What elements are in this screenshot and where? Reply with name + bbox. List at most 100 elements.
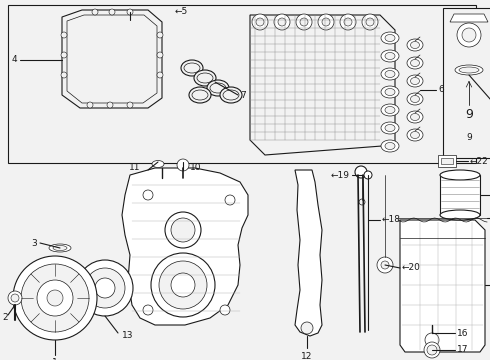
Ellipse shape [459,67,479,73]
Text: 7: 7 [240,90,246,99]
Circle shape [157,72,163,78]
Text: 1: 1 [52,358,58,360]
Text: ←22: ←22 [470,157,489,166]
Polygon shape [67,15,157,103]
Ellipse shape [385,53,395,59]
Ellipse shape [407,75,423,87]
Text: 17: 17 [457,346,468,355]
Ellipse shape [407,93,423,105]
Ellipse shape [192,90,208,100]
Ellipse shape [184,63,200,73]
Text: ←19: ←19 [331,171,350,180]
Circle shape [359,199,365,205]
Circle shape [256,18,264,26]
Circle shape [225,195,235,205]
Polygon shape [400,220,485,352]
Circle shape [462,28,476,42]
Text: ←18: ←18 [382,216,401,225]
Circle shape [318,14,334,30]
Circle shape [340,14,356,30]
Ellipse shape [223,90,239,100]
Circle shape [13,256,97,340]
Ellipse shape [440,210,480,220]
Ellipse shape [411,131,419,139]
Ellipse shape [210,83,226,93]
Circle shape [159,261,207,309]
Circle shape [61,72,67,78]
Circle shape [296,14,312,30]
Circle shape [61,52,67,58]
Text: 12: 12 [301,352,313,360]
Circle shape [366,18,374,26]
Ellipse shape [152,161,164,167]
Polygon shape [62,10,162,108]
Circle shape [143,305,153,315]
Ellipse shape [407,111,423,123]
Polygon shape [450,14,488,22]
Ellipse shape [220,87,242,103]
Circle shape [274,14,290,30]
Text: 11: 11 [128,162,140,171]
Circle shape [151,253,215,317]
Ellipse shape [49,244,71,252]
Ellipse shape [381,86,399,98]
Text: 6: 6 [438,85,444,94]
Circle shape [127,9,133,15]
Ellipse shape [407,39,423,51]
Circle shape [37,280,73,316]
Ellipse shape [385,125,395,131]
Circle shape [157,32,163,38]
Ellipse shape [381,104,399,116]
Circle shape [95,278,115,298]
Polygon shape [250,15,395,155]
Ellipse shape [385,89,395,95]
Circle shape [61,32,67,38]
Ellipse shape [381,140,399,152]
Circle shape [85,268,125,308]
Circle shape [457,23,481,47]
Ellipse shape [207,80,229,96]
Ellipse shape [381,122,399,134]
Circle shape [300,18,308,26]
Text: 16: 16 [457,328,468,338]
Ellipse shape [385,107,395,113]
Polygon shape [122,168,248,325]
Ellipse shape [381,68,399,80]
Circle shape [21,264,89,332]
Ellipse shape [197,73,213,83]
Circle shape [355,166,367,178]
Circle shape [364,171,372,179]
Circle shape [165,212,201,248]
Text: 10: 10 [190,162,201,171]
Ellipse shape [411,77,419,85]
Text: ←5: ←5 [175,8,188,17]
Ellipse shape [411,113,419,121]
Bar [438,155,456,167]
Ellipse shape [381,32,399,44]
Ellipse shape [181,60,203,76]
Ellipse shape [189,87,211,103]
Circle shape [92,9,98,15]
Circle shape [322,18,330,26]
Text: ←20: ←20 [402,264,421,273]
Ellipse shape [385,143,395,149]
Circle shape [171,273,195,297]
Ellipse shape [411,95,419,103]
Ellipse shape [455,65,483,75]
Circle shape [177,159,189,171]
Circle shape [143,190,153,200]
Circle shape [377,257,393,273]
Ellipse shape [407,57,423,69]
Circle shape [424,342,440,358]
Ellipse shape [194,70,216,86]
Circle shape [107,102,113,108]
Circle shape [220,305,230,315]
Text: 4: 4 [11,55,17,64]
Circle shape [47,290,63,306]
Text: 9: 9 [465,108,473,122]
Circle shape [278,18,286,26]
Circle shape [87,102,93,108]
Ellipse shape [381,50,399,62]
Circle shape [8,291,22,305]
Circle shape [427,345,437,355]
